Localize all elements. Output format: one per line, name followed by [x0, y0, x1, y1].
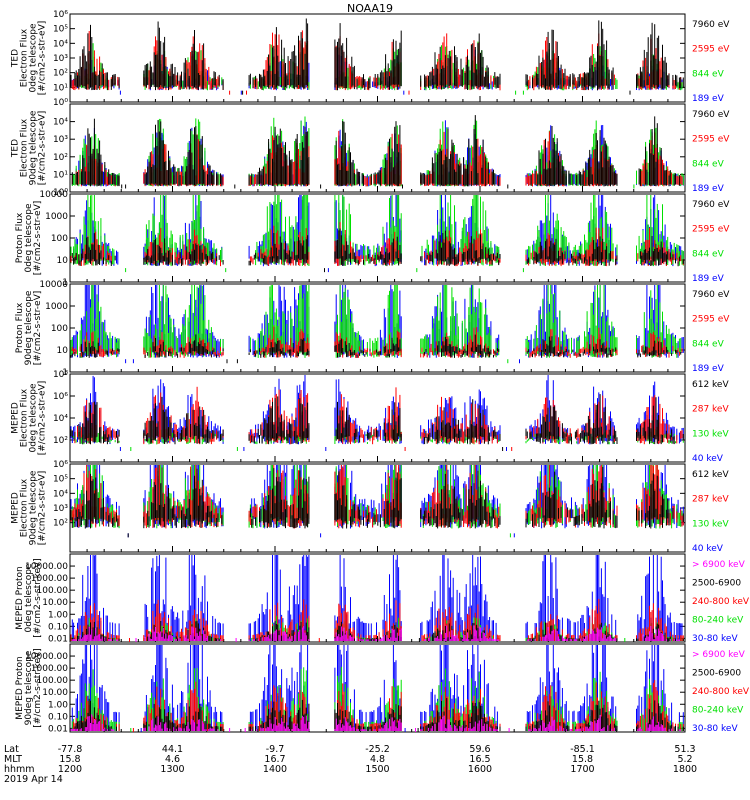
y-tick-label: 10⁵	[53, 25, 68, 35]
series-marks	[70, 195, 684, 273]
legend-entry: 612 keV	[692, 380, 729, 390]
y-tick-label: 1	[62, 368, 68, 378]
y-tick-label: 10⁴	[53, 414, 68, 424]
legend-entry: 844 eV	[692, 249, 725, 259]
y-tick-label: 10²	[53, 436, 68, 446]
y-axis-label: Proton Flux90deg telescope[#/cm2-s-str-e…	[15, 290, 43, 365]
y-tick-label: 10³	[53, 135, 68, 145]
y-tick-label: 10	[57, 346, 69, 356]
y-tick-label: 10³	[53, 54, 68, 64]
y-tick-label: 1000	[45, 302, 68, 312]
legend-entry: 189 eV	[692, 184, 725, 194]
y-tick-label: 10⁶	[53, 392, 68, 402]
y-tick-label: 10¹	[53, 170, 68, 180]
y-tick-label: 10⁴	[53, 118, 68, 128]
legend-entry: 844 eV	[692, 69, 725, 79]
y-tick-label: 1000	[45, 212, 68, 222]
y-tick-label: 1	[62, 278, 68, 288]
y-tick-label: 10⁰	[53, 188, 68, 198]
y-axis-label: TEDElectron Flux0deg telescope[#/cm2-s-s…	[11, 21, 48, 96]
legend-entry: 2595 eV	[692, 315, 730, 325]
legend-entry: 2595 eV	[692, 135, 730, 145]
legend-entry: 189 eV	[692, 94, 725, 104]
y-tick-label: 10	[57, 256, 69, 266]
y-tick-label: 10⁴	[53, 39, 68, 49]
panel-5: 10² 10⁴ 10⁶ 10⁸ MEPEDElectron Flux0deg teles…	[11, 370, 730, 464]
y-axis-label: Proton Flux0deg telescope[#/cm2-s-str-eV…	[15, 201, 43, 276]
legend-entry: 189 eV	[692, 364, 725, 374]
legend-entry: 7960 eV	[692, 290, 730, 300]
panel-2: 10⁰ 10¹ 10² 10³ 10⁴ TEDElectron Flux90deg tel…	[11, 103, 730, 198]
legend-entry: 189 eV	[692, 274, 725, 284]
series-marks	[70, 285, 684, 364]
legend-entry: 7960 eV	[692, 200, 730, 210]
legend-entry: 7960 eV	[692, 110, 730, 120]
legend-entry: 844 eV	[692, 159, 725, 169]
legend-entry: 7960 eV	[692, 20, 730, 30]
y-tick-label: 10000	[39, 280, 68, 290]
figure-title: NOAA19	[347, 2, 393, 15]
y-tick-label: 10⁶	[53, 10, 68, 20]
legend-entry: 287 keV	[692, 405, 729, 415]
y-axis-label: TEDElectron Flux90deg telescope[#/cm2-s-…	[11, 110, 48, 185]
y-tick-label: 10²	[53, 153, 68, 163]
legend-entry: 130 keV	[692, 429, 729, 439]
y-tick-label: 10⁰	[53, 98, 68, 108]
y-tick-label: 10²	[53, 69, 68, 79]
y-tick-label: 10¹	[53, 83, 68, 93]
legend-entry: 2595 eV	[692, 45, 730, 55]
series-marks	[70, 18, 684, 95]
legend-entry: 40 keV	[692, 454, 724, 464]
legend-entry: 844 eV	[692, 339, 725, 349]
y-axis-label: MEPEDElectron Flux0deg telescope[#/cm2-s…	[11, 381, 48, 456]
y-tick-label: 10000	[39, 190, 68, 200]
legend-entry: 2595 eV	[692, 225, 730, 235]
y-tick-label: 100	[51, 324, 68, 334]
series-marks	[71, 115, 684, 189]
y-tick-label: 100	[51, 234, 68, 244]
series-marks	[70, 375, 684, 451]
y-tick-label: 10⁸	[53, 370, 68, 380]
panel-1: 10⁰ 10¹ 10² 10³ 10⁴ 10⁵ 10⁶ TEDElectron Flux0de…	[11, 10, 731, 108]
